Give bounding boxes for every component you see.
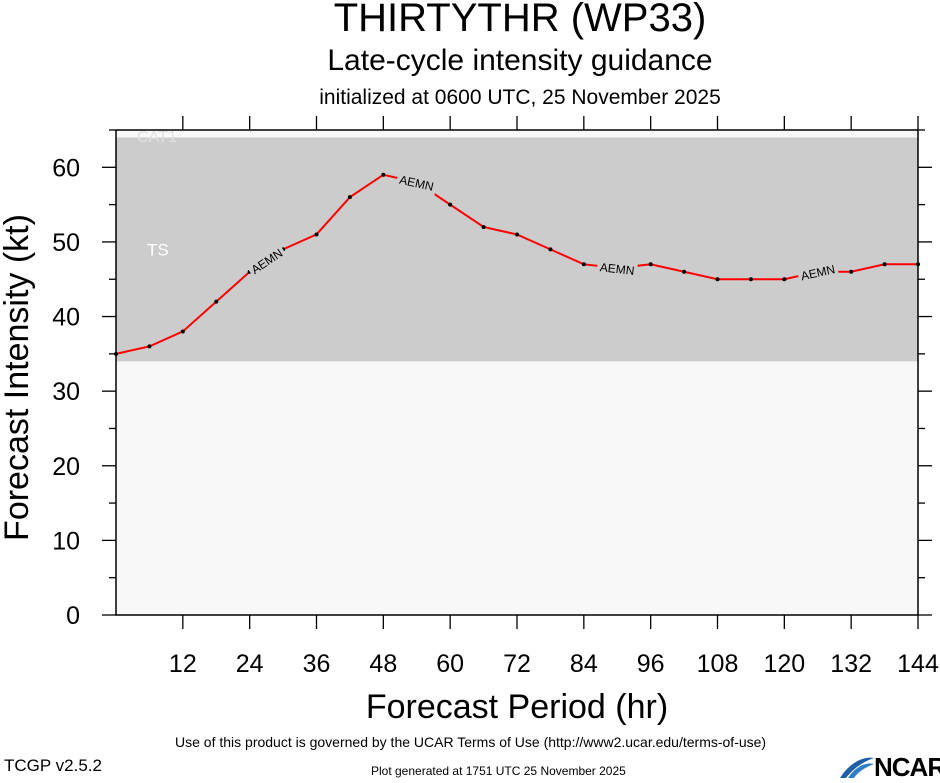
data-point xyxy=(347,195,352,200)
data-point xyxy=(381,172,386,177)
data-point xyxy=(715,277,720,282)
x-tick-label: 144 xyxy=(897,650,939,678)
label-knockout xyxy=(796,258,840,285)
data-point xyxy=(748,277,753,282)
data-point xyxy=(180,329,185,334)
data-point xyxy=(114,351,118,356)
generated-timestamp: Plot generated at 1751 UTC 25 November 2… xyxy=(371,764,626,778)
x-tick-label: 24 xyxy=(236,650,264,678)
data-point xyxy=(481,225,486,229)
data-point xyxy=(581,262,586,267)
data-point xyxy=(648,262,653,267)
data-point xyxy=(682,269,687,274)
x-tick-label: 96 xyxy=(637,650,665,678)
initialization-time: initialized at 0600 UTC, 25 November 202… xyxy=(319,86,721,109)
y-tick-label: 50 xyxy=(52,229,80,257)
data-point xyxy=(916,262,920,267)
x-tick-label: 132 xyxy=(830,650,872,678)
x-tick-label: 72 xyxy=(503,650,531,678)
x-tick-label: 36 xyxy=(303,650,331,678)
chart-subtitle: Late-cycle intensity guidance xyxy=(327,44,713,77)
x-tick-label: 84 xyxy=(570,650,598,678)
data-point xyxy=(314,232,319,237)
y-tick-label: 10 xyxy=(52,527,80,555)
data-point xyxy=(147,344,152,349)
x-axis-label: Forecast Period (hr) xyxy=(366,688,668,726)
band-ts xyxy=(116,137,918,362)
x-tick-label: 120 xyxy=(763,650,805,678)
y-axis-label: Forecast Intensity (kt) xyxy=(0,214,36,541)
x-tick-label: 60 xyxy=(436,650,464,678)
ncar-logo-icon xyxy=(840,757,874,778)
series-inline-label: AEMN xyxy=(596,256,639,280)
data-point xyxy=(548,247,553,252)
data-point xyxy=(448,202,453,207)
x-tick-label: 48 xyxy=(369,650,397,678)
y-tick-label: 20 xyxy=(52,453,80,481)
data-point xyxy=(849,269,854,274)
label-knockout xyxy=(596,256,639,280)
series-inline-label: AEMN xyxy=(796,258,840,285)
data-point xyxy=(515,232,519,237)
ncar-logo-text: NCAR xyxy=(874,752,940,782)
data-point xyxy=(782,277,787,282)
band-label-cat1: CAT1 xyxy=(137,129,177,146)
x-tick-label: 12 xyxy=(169,650,197,678)
series-label-text: AEMN xyxy=(599,260,635,278)
version-label: TCGP v2.5.2 xyxy=(4,756,102,775)
label-knockout xyxy=(244,241,289,280)
x-tick-label: 108 xyxy=(697,650,739,678)
band-label-ts: TS xyxy=(147,240,169,259)
y-tick-label: 60 xyxy=(52,154,80,182)
y-tick-label: 30 xyxy=(52,378,80,406)
label-knockout xyxy=(395,169,439,196)
data-point xyxy=(882,262,887,267)
terms-of-use-note: Use of this product is governed by the U… xyxy=(175,734,767,750)
chart-title: THIRTYTHR (WP33) xyxy=(333,0,707,40)
y-tick-label: 40 xyxy=(52,304,80,332)
y-tick-label: 0 xyxy=(66,602,80,630)
data-point xyxy=(214,299,219,304)
series-inline-label: AEMN xyxy=(395,169,439,196)
band-cat1 xyxy=(116,130,918,138)
